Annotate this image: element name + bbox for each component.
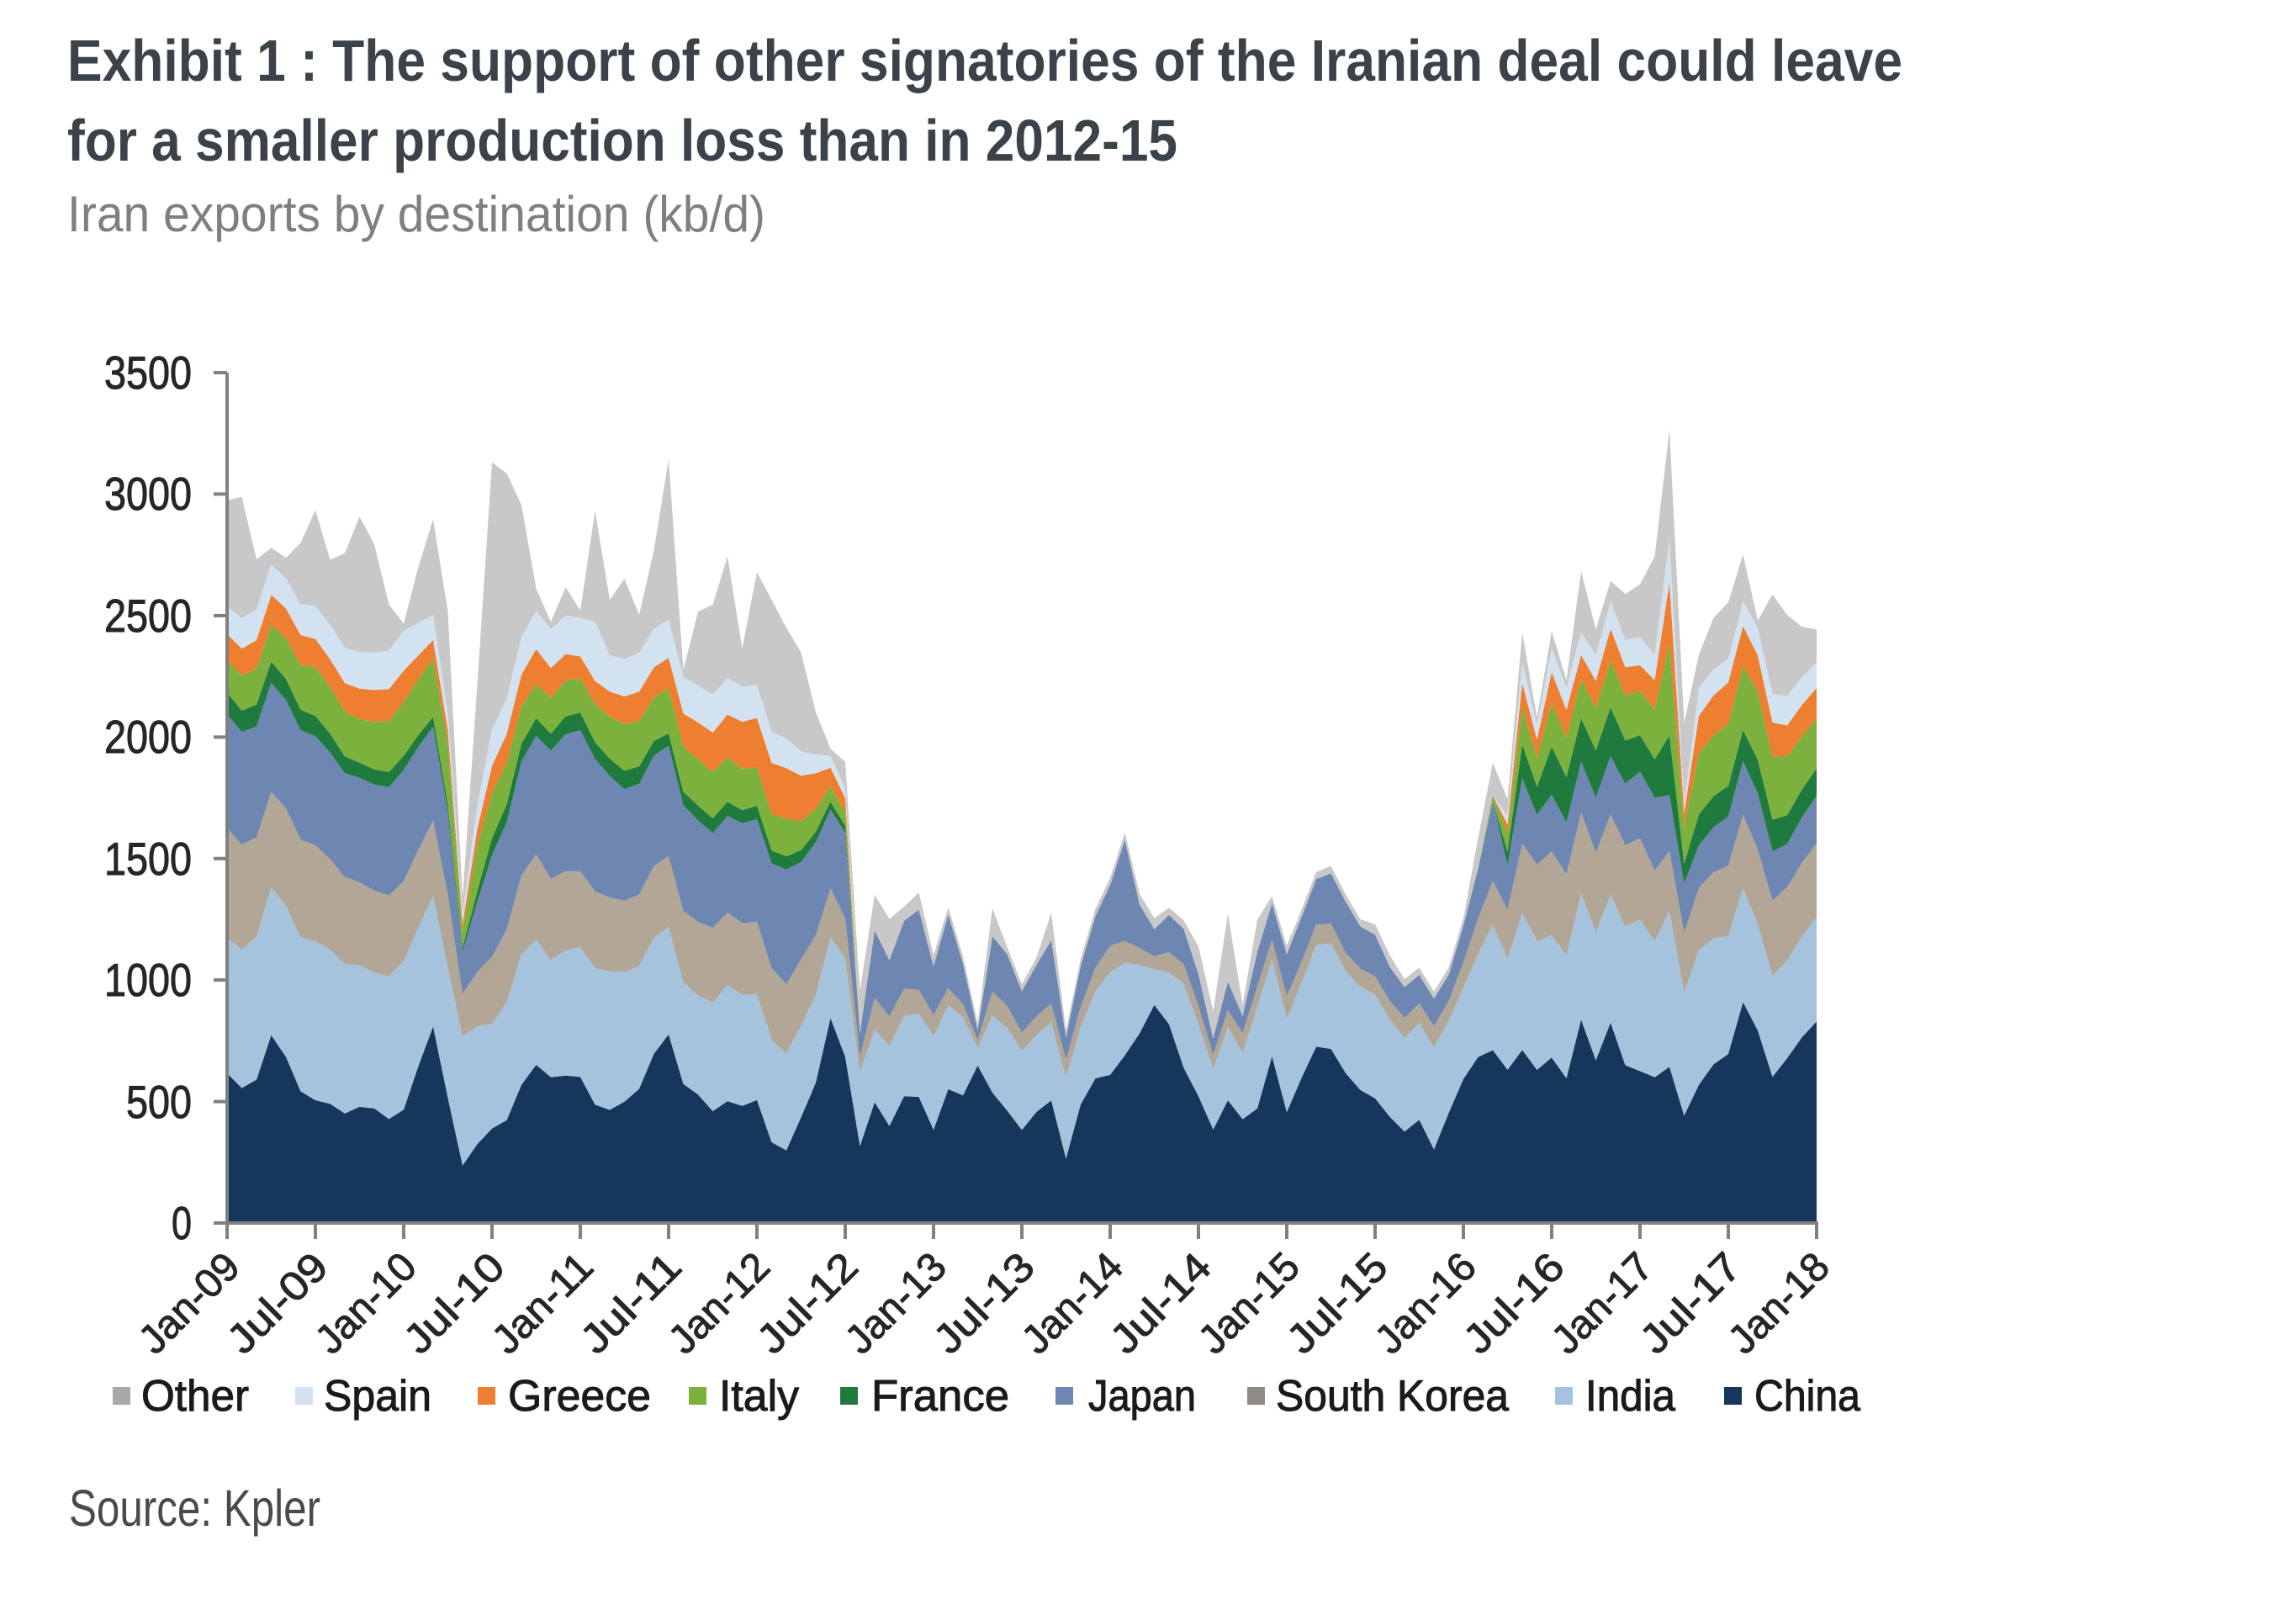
svg-text:South Korea: South Korea [1276, 1372, 1509, 1421]
svg-text:Source: Kpler: Source: Kpler [69, 1480, 320, 1537]
svg-text:Greece: Greece [508, 1372, 651, 1421]
svg-text:Italy: Italy [719, 1372, 799, 1421]
svg-text:for a smaller production loss: for a smaller production loss than in 20… [67, 108, 1177, 173]
svg-text:3500: 3500 [104, 347, 192, 399]
svg-text:Japan: Japan [1088, 1372, 1196, 1421]
svg-text:Exhibit 1 : The support of oth: Exhibit 1 : The support of other signato… [67, 28, 1902, 93]
svg-text:France: France [871, 1372, 1009, 1421]
svg-text:1000: 1000 [104, 954, 192, 1006]
svg-text:2500: 2500 [104, 590, 192, 642]
svg-text:1500: 1500 [104, 833, 192, 885]
svg-text:3000: 3000 [104, 468, 192, 520]
svg-text:Other: Other [141, 1372, 249, 1421]
svg-text:0: 0 [172, 1197, 192, 1249]
svg-text:China: China [1754, 1372, 1860, 1421]
svg-text:India: India [1585, 1372, 1675, 1421]
svg-text:Spain: Spain [324, 1372, 431, 1421]
svg-text:500: 500 [126, 1076, 192, 1128]
svg-text:2000: 2000 [104, 711, 192, 763]
svg-text:Iran exports by destination (k: Iran exports by destination (kb/d) [67, 186, 765, 242]
